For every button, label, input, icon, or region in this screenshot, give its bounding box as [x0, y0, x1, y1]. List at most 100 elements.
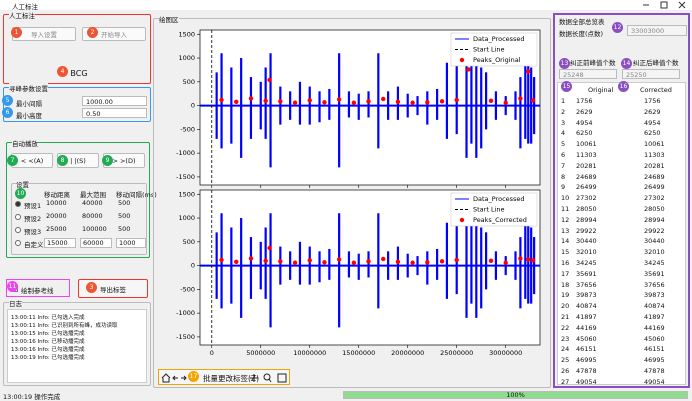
table-cell: 11303	[644, 151, 665, 159]
group-title: 寻峰参数设置	[9, 83, 48, 93]
min-height-input[interactable]: 0.50	[82, 108, 147, 118]
peak-dot	[381, 256, 386, 262]
y-tick-label: -1000	[176, 149, 195, 157]
log-line: 13:00:15 Info: 已勾选播完成	[11, 331, 85, 337]
preset-radio[interactable]	[15, 227, 21, 233]
table-cell: 25	[561, 356, 570, 365]
log-line: 13:00:16 Info: 已勾选播完成	[11, 347, 85, 353]
table-cell: 12	[561, 215, 570, 224]
preset-radio[interactable]	[15, 201, 21, 207]
preset-value: 25000	[46, 225, 67, 233]
table-cell: 26499	[644, 183, 665, 192]
preset-name[interactable]: 预设1	[24, 202, 42, 210]
preset-radio[interactable]	[15, 240, 21, 246]
table-cell: 10061	[576, 140, 597, 149]
table-cell: 45060	[644, 334, 665, 343]
table-cell: 30440	[644, 237, 665, 246]
toolbar-icons[interactable]	[159, 372, 291, 384]
table-cell: 27	[561, 377, 570, 386]
badge: 2	[87, 27, 98, 38]
badge: 11	[7, 281, 18, 292]
table-cell: 24689	[644, 172, 665, 181]
table-cell: 16	[561, 259, 570, 267]
preset-value[interactable]: 1000	[116, 238, 146, 248]
legend-symbol	[459, 217, 465, 223]
preset-header: 最大范围	[80, 191, 106, 199]
peak-dot	[322, 100, 327, 105]
peak-dot	[526, 69, 531, 74]
length-label: 数据长度(点数)	[559, 30, 604, 38]
pause-button[interactable]: | |(S)	[57, 153, 99, 168]
table-cell: 13	[561, 226, 570, 235]
table-cell: 34245	[576, 259, 597, 267]
table-cell: 39873	[576, 291, 597, 300]
overview-panel: 数据全部总览表 数据长度(点数) 33003000 纠正前峰值个数 25248 …	[553, 13, 690, 388]
peak-dot	[278, 259, 283, 264]
legend-label: Peaks_Original	[473, 56, 521, 64]
peak-dot	[488, 98, 494, 104]
preset-name[interactable]: 预设2	[24, 215, 42, 223]
x-tick-label: 25000000	[440, 349, 473, 357]
preset-value[interactable]: 15000	[44, 238, 76, 248]
table-cell: 39873	[644, 291, 665, 300]
table-header: Corrected	[640, 86, 672, 94]
log-line: 13:00:11 Info: 已识别到所有峰，成功读取	[11, 323, 118, 329]
table-cell: 28050	[576, 205, 597, 213]
plot-canvas: -1500 -1000 -500 0 500 1000 1500 Data_Processed…	[176, 29, 541, 357]
peak-dot	[488, 258, 494, 264]
table-cell: 2629	[644, 107, 661, 116]
peak-dot	[366, 259, 371, 264]
badge: 9	[102, 155, 113, 166]
preset-value: 500	[118, 212, 131, 220]
batch-label-button[interactable]: 批量更改标签(Z)	[203, 374, 259, 383]
y-tick-label: -1500	[176, 173, 195, 181]
badge: 7	[7, 155, 18, 166]
table-cell: 1	[561, 97, 566, 105]
table-header: Original	[588, 86, 614, 94]
peak-dot	[292, 260, 298, 265]
group-title: 自动播放	[12, 138, 38, 148]
annotation-group: 人工标注 导入设置 开始导入 BCG	[3, 10, 151, 84]
table-cell: 28994	[644, 215, 665, 224]
table-cell: 40874	[644, 302, 665, 311]
table-cell: 19	[561, 291, 570, 300]
y-tick-label: -500	[180, 125, 195, 133]
table-cell: 18	[561, 280, 570, 289]
preset-value[interactable]: 60000	[80, 238, 112, 248]
peak-dot	[292, 100, 298, 105]
preset-value: 80000	[82, 212, 103, 220]
min-interval-input[interactable]: 1000.00	[82, 96, 147, 106]
preset-name[interactable]: 自定义	[24, 241, 44, 249]
peak-dot	[466, 67, 471, 72]
x-tick-label: 0	[210, 349, 214, 357]
peak-dot	[336, 257, 342, 262]
preset-radio[interactable]	[15, 214, 21, 220]
peak-dot	[267, 77, 272, 83]
peak-dot	[454, 257, 459, 263]
min-interval-label: 最小间隔	[16, 100, 42, 108]
peak-dot	[248, 256, 254, 261]
preset-name[interactable]: 预设3	[24, 228, 42, 236]
table-cell: 6250	[644, 129, 661, 138]
legend-label: Data_Processed	[473, 35, 525, 43]
table-cell: 6	[561, 151, 566, 159]
table-cell: 6250	[576, 129, 593, 138]
peak-dot	[336, 97, 342, 102]
preset-value: 100000	[82, 225, 107, 233]
peak-dot	[267, 245, 272, 251]
badge: 6	[2, 107, 13, 118]
draw-reference-label[interactable]: 绘制参考线	[21, 287, 54, 295]
badge: 1	[11, 27, 22, 38]
window-controls[interactable]	[640, 0, 692, 10]
title-bar: 人工标注	[0, 0, 692, 11]
peak-dot	[518, 256, 523, 261]
start-import-button[interactable]: 开始导入	[82, 27, 146, 41]
preset-header: 移动间隔(ms)	[116, 191, 157, 199]
settings-group: 设置 移动距离 最大范围 移动间隔(ms) 预设1 10000 40000 500 预设2 20…	[11, 179, 157, 255]
table-cell: 44169	[644, 323, 665, 332]
y-tick-label: 1500	[178, 30, 195, 38]
badge: 14	[621, 58, 632, 69]
legend-label: Start Line	[473, 46, 505, 54]
table-cell: 20	[561, 302, 570, 311]
window-title: 人工标注	[12, 3, 38, 11]
